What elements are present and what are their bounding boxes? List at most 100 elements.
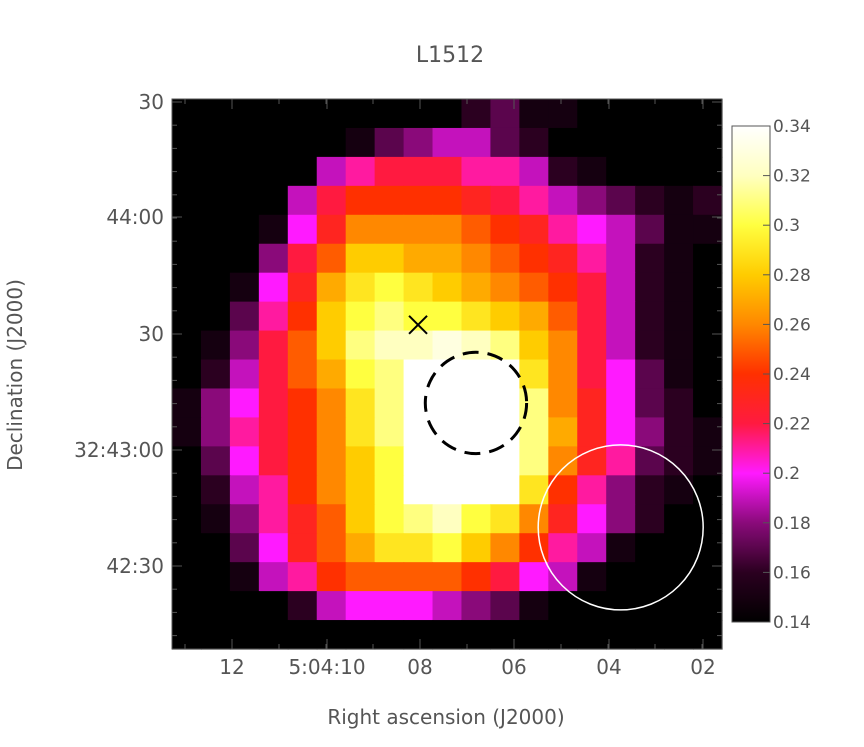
heatmap-cell	[635, 156, 665, 187]
heatmap-cell	[606, 533, 636, 563]
heatmap-cell	[345, 214, 376, 245]
heatmap-cell	[316, 417, 347, 447]
heatmap-cell	[606, 359, 636, 390]
heatmap-cell	[229, 185, 260, 216]
heatmap-cell	[258, 127, 289, 158]
x-axis-label: Right ascension (J2000)	[327, 705, 564, 729]
heatmap-cell	[432, 214, 463, 245]
heatmap-cell	[316, 388, 347, 419]
heatmap-cell	[172, 620, 202, 650]
heatmap-cell	[490, 562, 520, 592]
heatmap-cell	[200, 504, 231, 534]
heatmap-cell	[664, 214, 694, 245]
heatmap-cell	[172, 301, 202, 332]
heatmap-cell	[490, 272, 520, 303]
heatmap-cell	[606, 417, 636, 447]
heatmap-cell	[345, 185, 376, 216]
heatmap-cell	[229, 504, 260, 534]
heatmap-cell	[635, 99, 665, 129]
heatmap-cell	[374, 127, 405, 158]
heatmap-cell	[519, 272, 549, 303]
heatmap-cell	[577, 243, 607, 274]
heatmap-cell	[403, 620, 434, 650]
heatmap-cell	[693, 359, 723, 390]
heatmap-cell	[432, 388, 463, 419]
heatmap-cell	[403, 504, 434, 534]
heatmap-cell	[287, 301, 318, 332]
heatmap-cell	[316, 156, 347, 187]
heatmap-cell	[172, 533, 202, 563]
heatmap-cell	[461, 388, 492, 419]
heatmap-cell	[229, 591, 260, 621]
beam-dashed-circle	[423, 350, 529, 456]
heatmap-cell	[403, 272, 434, 303]
heatmap-cell	[577, 359, 607, 390]
heatmap-cell	[432, 504, 463, 534]
x-tick-label: 08	[407, 655, 432, 679]
heatmap-cell	[606, 330, 636, 361]
heatmap-cell	[577, 446, 607, 476]
heatmap-cell	[548, 214, 578, 245]
heatmap-cell	[461, 127, 492, 158]
heatmap-cell	[287, 388, 318, 419]
heatmap-cell	[287, 156, 318, 187]
heatmap-cell	[577, 214, 607, 245]
heatmap-cell	[606, 591, 636, 621]
heatmap-cell	[664, 475, 694, 505]
colorbar-tick-label: 0.22	[773, 415, 811, 435]
heatmap-cell	[345, 127, 376, 158]
heatmap-cell	[635, 591, 665, 621]
heatmap-cell	[345, 591, 376, 621]
heatmap-cell	[374, 388, 405, 419]
heatmap-cell	[577, 156, 607, 187]
heatmap-cell	[664, 330, 694, 361]
heatmap-cell	[664, 243, 694, 274]
heatmap-cell	[693, 417, 723, 447]
heatmap-cell	[693, 446, 723, 476]
heatmap-cell	[693, 214, 723, 245]
heatmap-cell	[432, 156, 463, 187]
heatmap-cell	[229, 388, 260, 419]
heatmap-cell	[172, 417, 202, 447]
heatmap-cell	[432, 301, 463, 332]
heatmap-cell	[172, 446, 202, 476]
heatmap-cell	[519, 214, 549, 245]
heatmap-cell	[490, 359, 520, 390]
heatmap-cell	[200, 99, 231, 129]
heatmap-cell	[519, 446, 549, 476]
heatmap-cell	[229, 620, 260, 650]
heatmap-cell	[258, 446, 289, 476]
heatmap-cell	[490, 620, 520, 650]
heatmap-cell	[316, 185, 347, 216]
y-tick-label: 30	[139, 322, 164, 346]
heatmap-cell	[664, 272, 694, 303]
heatmap-cell	[374, 417, 405, 447]
heatmap-cell	[345, 301, 376, 332]
heatmap-cell	[229, 301, 260, 332]
heatmap-cell	[403, 185, 434, 216]
heatmap-cell	[374, 185, 405, 216]
colorbar-tick-label: 0.18	[773, 514, 811, 534]
heatmap-cell	[519, 562, 549, 592]
heatmap-cell	[548, 99, 578, 129]
heatmap-cell	[519, 99, 549, 129]
heatmap-cell	[664, 562, 694, 592]
heatmap-cell	[606, 185, 636, 216]
heatmap-cell	[490, 591, 520, 621]
x-tick-label: 06	[501, 655, 526, 679]
heatmap-cell	[548, 388, 578, 419]
heatmap-cell	[229, 272, 260, 303]
heatmap-cell	[287, 475, 318, 505]
heatmap-cell	[519, 156, 549, 187]
y-tick-label: 42:30	[106, 554, 164, 578]
heatmap-cell	[345, 99, 376, 129]
heatmap-cell	[403, 127, 434, 158]
heatmap-cell	[635, 272, 665, 303]
heatmap-cell	[287, 214, 318, 245]
heatmap-cell	[345, 620, 376, 650]
heatmap-cell	[635, 562, 665, 592]
heatmap-cell	[403, 156, 434, 187]
heatmap-cell	[577, 272, 607, 303]
heatmap-cell	[258, 301, 289, 332]
